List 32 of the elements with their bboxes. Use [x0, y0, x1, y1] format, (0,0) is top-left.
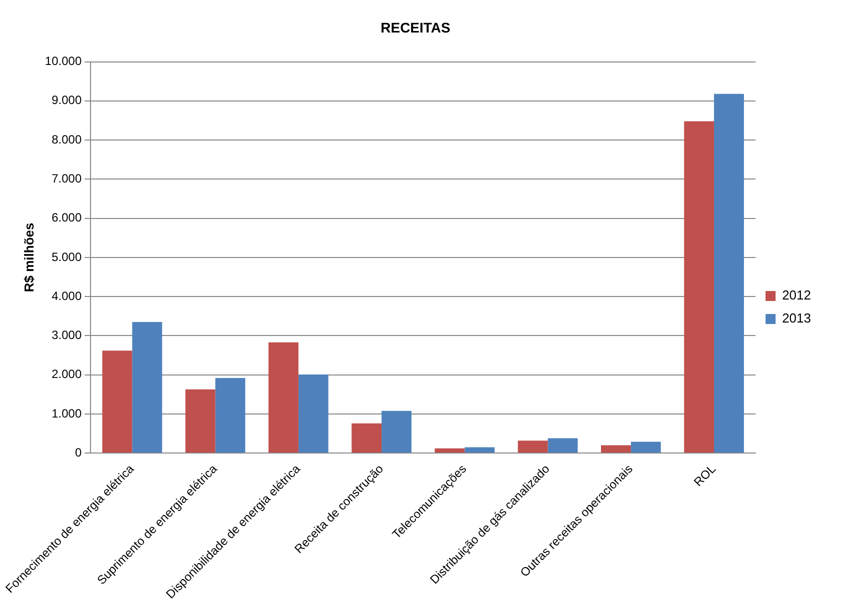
bar: [382, 410, 412, 453]
bar: [352, 423, 382, 453]
bar: [132, 322, 162, 453]
y-tick-label: 0: [74, 445, 82, 460]
bar: [215, 378, 246, 453]
y-tick-label: 1.000: [52, 406, 82, 420]
legend-label: 2012: [782, 288, 811, 303]
y-tick-label: 4.000: [52, 288, 82, 303]
bar: [102, 350, 132, 453]
bar: [600, 445, 631, 453]
bar: [434, 448, 465, 453]
bar: [298, 374, 328, 453]
legend-label: 2013: [782, 310, 811, 326]
y-tick-label: 6.000: [52, 210, 82, 225]
x-tick-label: ROL: [691, 462, 719, 490]
bar: [268, 342, 298, 453]
y-tick-label: 7.000: [52, 172, 82, 186]
bar: [714, 94, 744, 453]
bar: [185, 389, 216, 453]
y-tick-label: 10.000: [44, 54, 82, 68]
chart-title: RECEITAS: [380, 19, 450, 36]
y-tick-label: 5.000: [52, 250, 82, 264]
y-tick-label: 8.000: [52, 132, 82, 146]
bar: [548, 438, 578, 453]
y-tick-label: 3.000: [52, 328, 82, 342]
bar: [518, 440, 548, 453]
y-axis-title: R$ milhões: [22, 222, 37, 292]
y-tick-label: 2.000: [52, 367, 82, 382]
y-tick-label: 9.000: [52, 93, 82, 108]
bar: [464, 447, 495, 453]
bar: [684, 121, 714, 453]
bar: [630, 442, 661, 453]
